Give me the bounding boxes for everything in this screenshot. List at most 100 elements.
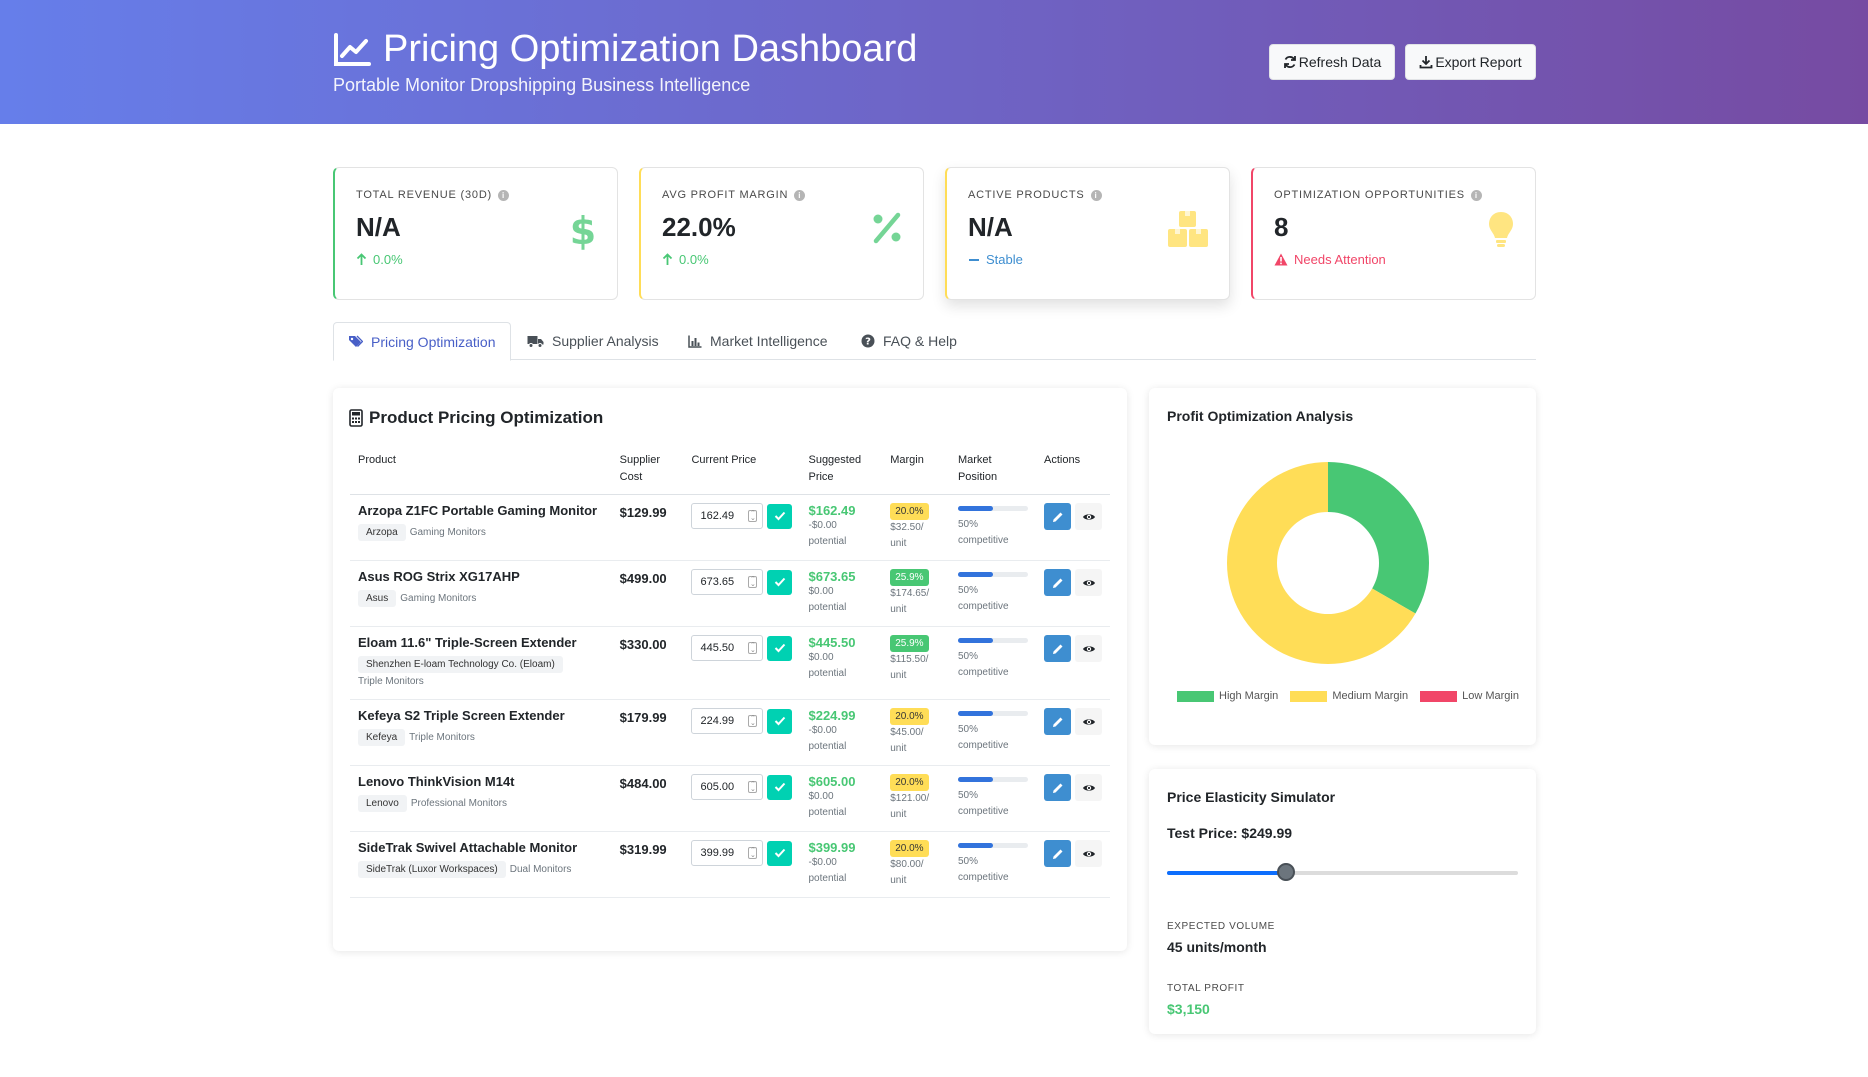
tab-label: Pricing Optimization — [371, 333, 496, 350]
price-editor: 673.65 ⌃ ⌄ — [691, 569, 793, 595]
edit-button[interactable] — [1044, 635, 1071, 662]
current-price-value: 605.00 — [700, 781, 735, 793]
kpi-trend-text: Stable — [986, 252, 1023, 267]
test-price-slider[interactable] — [1167, 863, 1518, 881]
apply-price-button[interactable] — [767, 708, 793, 734]
current-price-input[interactable]: 673.65 ⌃ ⌄ — [691, 569, 764, 595]
info-icon[interactable]: i — [498, 189, 510, 201]
current-price-input[interactable]: 224.99 ⌃ ⌄ — [691, 708, 764, 734]
stepper-icon[interactable]: ⌃ ⌄ — [748, 642, 758, 654]
legend-swatch — [1290, 690, 1328, 702]
total-profit-value: $3,150 — [1167, 1001, 1210, 1017]
view-button[interactable] — [1075, 635, 1102, 662]
export-report-button[interactable]: Export Report — [1405, 44, 1536, 80]
stepper-icon[interactable]: ⌃ ⌄ — [748, 847, 758, 859]
view-button[interactable] — [1075, 569, 1102, 596]
current-price-input[interactable]: 399.99 ⌃ ⌄ — [691, 840, 764, 866]
legend-item-low-margin[interactable]: Low Margin — [1420, 690, 1519, 702]
supplier-cost-cell: $179.99 — [611, 699, 684, 766]
kpi-card-active-products: ACTIVE PRODUCTS i N/A Stable — [945, 167, 1230, 300]
legend-item-medium-margin[interactable]: Medium Margin — [1290, 690, 1408, 702]
supplier-cost-cell: $499.00 — [611, 560, 684, 627]
unit-label: unit — [890, 604, 907, 615]
product-cell: Asus ROG Strix XG17AHP Asus Gaming Monito… — [350, 560, 612, 627]
potential-label: potential — [808, 873, 847, 884]
position-label: competitive — [957, 806, 1009, 817]
suggested-price: $445.50 — [808, 635, 856, 650]
current-price-input[interactable]: 445.50 ⌃ ⌄ — [691, 635, 764, 661]
row-actions — [1044, 774, 1102, 801]
view-button[interactable] — [1075, 840, 1102, 867]
kpi-value: N/A — [968, 212, 1013, 242]
margin-badge: 25.9% — [890, 635, 929, 652]
edit-button[interactable] — [1044, 774, 1071, 801]
sync-icon — [1283, 56, 1296, 68]
view-button[interactable] — [1075, 774, 1102, 801]
table-row: Kefeya S2 Triple Screen Extender Kefeya T… — [350, 699, 1110, 766]
apply-price-button[interactable] — [767, 503, 793, 529]
tab-supplier-analysis[interactable]: Supplier Analysis — [527, 322, 659, 360]
table-header-row: Product Supplier Cost Current Price Sugge… — [350, 452, 1110, 495]
stepper-icon[interactable]: ⌃ ⌄ — [748, 715, 758, 727]
suggested-price-cell: $162.49 -$0.00 potential — [800, 494, 883, 561]
unit-label: unit — [890, 538, 907, 549]
edit-button[interactable] — [1044, 708, 1071, 735]
stepper-icon[interactable]: ⌃ ⌄ — [748, 510, 758, 522]
position-percent: 50% — [957, 519, 978, 530]
legend-item-high-margin[interactable]: High Margin — [1177, 690, 1278, 702]
check-icon — [774, 848, 786, 858]
tab-pricing-optimization[interactable]: Pricing Optimization — [333, 322, 511, 361]
chart-legend: High Margin Medium Margin Low Margin — [1177, 690, 1531, 702]
apply-price-button[interactable] — [767, 569, 793, 595]
market-position-cell: 50% competitive — [949, 765, 1036, 832]
col-market-label-1: Market — [957, 454, 992, 466]
legend-label: High Margin — [1219, 690, 1279, 702]
apply-price-button[interactable] — [767, 635, 793, 661]
position-percent: 50% — [957, 856, 978, 867]
info-icon[interactable]: i — [1470, 189, 1482, 201]
col-product-label: Product — [358, 454, 396, 466]
donut-slice-high-margin[interactable] — [1328, 462, 1429, 614]
apply-price-button[interactable] — [767, 840, 793, 866]
view-button[interactable] — [1075, 503, 1102, 530]
legend-swatch — [1177, 690, 1214, 702]
unit-label: unit — [890, 670, 907, 681]
kpi-label: OPTIMIZATION OPPORTUNITIES — [1274, 189, 1465, 201]
product-cell: Kefeya S2 Triple Screen Extender Kefeya T… — [350, 699, 612, 766]
market-position-cell: 50% competitive — [949, 626, 1036, 700]
position-bar — [957, 711, 1028, 716]
actions-cell — [1036, 699, 1110, 766]
info-icon[interactable]: i — [1090, 189, 1102, 201]
current-price-input[interactable]: 162.49 ⌃ ⌄ — [691, 503, 764, 529]
stepper-icon[interactable]: ⌃ ⌄ — [748, 781, 758, 793]
tab-faq-help[interactable]: ? FAQ & Help — [861, 322, 957, 360]
supplier-cost-cell: $330.00 — [611, 626, 684, 700]
position-percent: 50% — [957, 585, 978, 596]
refresh-data-button[interactable]: Refresh Data — [1269, 44, 1395, 80]
actions-cell — [1036, 626, 1110, 700]
chart-line-icon — [334, 32, 371, 66]
donut-slice-medium-margin[interactable] — [1227, 462, 1416, 664]
current-price-input[interactable]: 605.00 ⌃ ⌄ — [691, 774, 764, 800]
tab-market-intelligence[interactable]: Market Intelligence — [688, 322, 828, 360]
pencil-icon — [1052, 717, 1062, 727]
col-current-price-label: Current Price — [691, 454, 757, 466]
info-icon[interactable]: i — [794, 189, 806, 201]
col-suggested-price: Suggested Price — [800, 452, 883, 495]
margin-badge: 20.0% — [890, 503, 929, 520]
view-button[interactable] — [1075, 708, 1102, 735]
price-delta: $0.00 — [808, 586, 834, 597]
check-icon — [774, 577, 786, 587]
edit-button[interactable] — [1044, 503, 1071, 530]
position-bar-fill — [957, 711, 993, 716]
minus-icon — [969, 258, 979, 261]
edit-button[interactable] — [1044, 569, 1071, 596]
warning-icon — [1274, 253, 1288, 266]
market-position-cell: 50% competitive — [949, 831, 1036, 898]
stepper-icon[interactable]: ⌃ ⌄ — [748, 576, 758, 588]
slider-thumb[interactable] — [1277, 863, 1296, 881]
apply-price-button[interactable] — [767, 774, 793, 800]
boxes-icon — [1167, 210, 1209, 253]
edit-button[interactable] — [1044, 840, 1071, 867]
page-title: Pricing Optimization Dashboard — [333, 28, 917, 71]
